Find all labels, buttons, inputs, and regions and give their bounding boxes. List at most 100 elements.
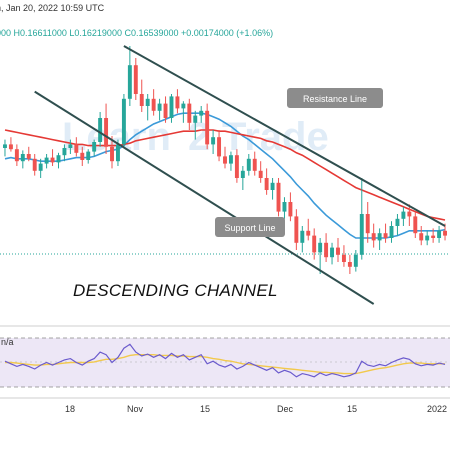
candle-body: [234, 155, 239, 178]
candle-body: [14, 149, 19, 162]
resistance-label: Resistance Line: [303, 94, 367, 104]
candle-body: [98, 118, 103, 142]
candle-body: [56, 155, 61, 163]
candle-body: [217, 137, 222, 157]
candle-body: [365, 214, 370, 234]
watermark-mid: 2: [188, 115, 210, 159]
resistance-label-box: [287, 88, 383, 108]
candle-body: [353, 254, 358, 267]
support-line: [34, 90, 375, 305]
candle-body: [347, 262, 352, 267]
candle-body: [205, 110, 210, 145]
candle-body: [115, 144, 120, 162]
candle-body: [80, 152, 85, 160]
candle-body: [318, 242, 323, 253]
candle-body: [431, 235, 436, 238]
candle-body: [264, 178, 269, 190]
candle-body: [211, 137, 216, 145]
candle-body: [3, 144, 7, 148]
x-tick-label: 2022: [427, 404, 447, 414]
candles: [3, 46, 447, 274]
candle-body: [389, 226, 394, 238]
candle-body: [437, 230, 442, 238]
ma-slow-line: [4, 129, 446, 221]
candle-body: [38, 163, 43, 171]
candle-body: [139, 94, 144, 106]
header-date: n, Jan 20, 2022 10:59 UTC: [0, 3, 105, 13]
candle-body: [240, 170, 245, 178]
candle-body: [145, 98, 150, 106]
candle-body: [169, 96, 174, 118]
candle-body: [341, 254, 346, 262]
candle-body: [294, 216, 299, 243]
rsi-line: [4, 343, 446, 378]
candle-body: [133, 65, 138, 94]
candle-body: [324, 242, 329, 258]
candle-body: [425, 235, 430, 241]
candle-body: [104, 118, 109, 147]
candle-body: [395, 218, 400, 226]
candle-body: [163, 103, 168, 118]
header-ohlc: 000 H0.16611000 L0.16219000 C0.16539000 …: [0, 28, 273, 38]
candle-body: [20, 154, 25, 162]
candle-body: [92, 142, 97, 152]
candle-body: [175, 96, 180, 109]
candle-body: [336, 247, 340, 255]
candle-body: [228, 155, 233, 164]
candle-body: [252, 158, 257, 171]
candle-body: [193, 115, 198, 123]
candle-body: [276, 182, 281, 212]
candle-body: [401, 211, 406, 219]
rsi-label: n/a: [1, 337, 14, 347]
support-label: Support Line: [224, 223, 275, 233]
candle-body: [306, 230, 311, 236]
candle-body: [157, 103, 162, 111]
channel-title: DESCENDING CHANNEL: [73, 281, 278, 300]
x-tick-label: Dec: [277, 404, 294, 414]
candle-body: [407, 211, 412, 217]
rsi-lines: [4, 343, 446, 378]
candle-body: [50, 157, 55, 163]
candle-body: [62, 148, 67, 156]
candle-body: [377, 233, 382, 241]
candle-body: [258, 170, 263, 178]
candle-body: [44, 157, 49, 164]
candle-body: [246, 158, 251, 171]
candle-body: [86, 151, 91, 160]
rsi-signal-line: [5, 354, 445, 375]
candle-body: [312, 235, 317, 253]
x-tick-label: 15: [200, 404, 210, 414]
candle-body: [288, 202, 293, 217]
candle-body: [32, 158, 37, 171]
candle-body: [121, 98, 126, 145]
candle-body: [419, 233, 424, 241]
candle-body: [199, 110, 204, 116]
x-tick-label: 18: [65, 404, 75, 414]
candle-body: [223, 156, 227, 164]
channel-lines: [34, 45, 446, 305]
candle-body: [181, 103, 186, 109]
support-annotation: Support Line: [215, 217, 285, 237]
candle-body: [151, 98, 156, 111]
candle-body: [443, 230, 447, 236]
candle-body: [110, 146, 114, 162]
x-tick-label: Nov: [127, 404, 144, 414]
candle-body: [282, 202, 287, 212]
candle-body: [26, 154, 31, 159]
resistance-annotation: Resistance Line: [287, 88, 383, 108]
resistance-line: [123, 45, 446, 227]
candle-body: [270, 182, 275, 190]
candle-body: [127, 65, 132, 99]
candle-body: [74, 144, 79, 153]
x-tick-label: 15: [347, 404, 357, 414]
candle-body: [8, 144, 13, 150]
candle-body: [359, 214, 364, 255]
ma-fast-line: [4, 112, 446, 239]
candle-body: [68, 144, 73, 148]
candle-body: [330, 247, 335, 258]
support-label-box: [215, 217, 285, 237]
candle-body: [300, 230, 305, 243]
candle-body: [371, 233, 376, 241]
candle-body: [383, 233, 388, 238]
